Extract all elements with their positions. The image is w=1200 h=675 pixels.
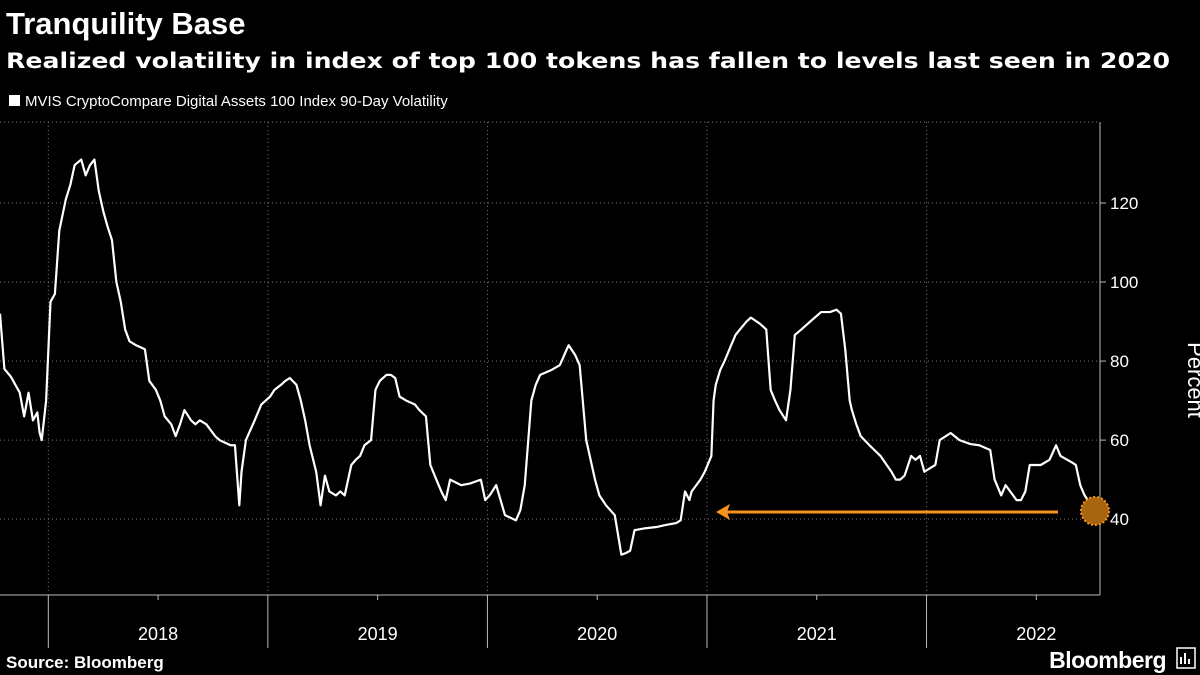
annotation-circle: [1080, 496, 1110, 526]
series-line: [0, 158, 1097, 556]
logo-icon-bars: [1180, 653, 1190, 664]
chart-subtitle: Realized volatility in index of top 100 …: [6, 49, 1170, 73]
logo-icon: [1176, 647, 1196, 669]
legend-label: MVIS CryptoCompare Digital Assets 100 In…: [25, 93, 448, 110]
y-tick-label: 40: [1110, 510, 1129, 529]
y-tick-label: 80: [1110, 352, 1129, 371]
logo: Bloomberg: [1049, 647, 1166, 673]
y-tick-label: 120: [1110, 194, 1138, 213]
y-tick-label: 100: [1110, 273, 1138, 292]
x-tick-label: 2020: [577, 624, 617, 644]
source: Source: Bloomberg: [6, 653, 164, 672]
y-tick-label: 60: [1110, 431, 1129, 450]
x-tick-label: 2018: [138, 624, 178, 644]
x-tick-label: 2021: [797, 624, 837, 644]
x-tick-label: 2022: [1016, 624, 1056, 644]
legend-swatch: [9, 95, 20, 106]
chart-title: Tranquility Base: [6, 6, 245, 41]
x-tick-label: 2019: [358, 624, 398, 644]
y-axis-label: Percent: [1183, 342, 1200, 418]
annotation-arrowhead: [716, 504, 730, 520]
